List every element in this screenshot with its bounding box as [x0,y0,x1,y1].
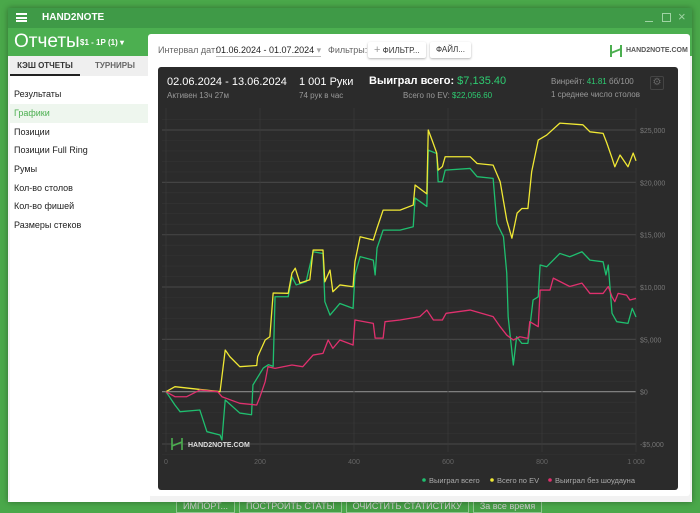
sidebar-item-results[interactable]: Результаты [14,89,62,99]
caret-down-icon: ▾ [316,45,322,55]
caret-down-icon: ▾ [120,38,125,47]
graph-card: 02.06.2024 - 13.06.2024 Активен 13ч 27м … [158,67,678,490]
x-tick-label: 600 [442,459,454,466]
date-interval-select[interactable]: 01.06.2024 - 01.07.2024 ▾ [216,45,322,57]
sidebar-item-chips[interactable]: Кол-во фишей [14,201,75,211]
winrate: Винрейт: 41.81 бб/100 [551,77,634,86]
y-tick-label: $10,000 [640,285,665,292]
sidebar-item-positions-full-ring[interactable]: Позиции Full Ring [14,145,88,155]
winrate-label: Винрейт: [551,77,585,86]
y-tick-label: $20,000 [640,180,665,187]
date-interval-value: 01.06.2024 - 01.07.2024 [216,45,315,55]
won-total-value: $7,135.40 [457,75,507,87]
series-line-3 [165,277,637,406]
y-tick-label: $25,000 [640,128,665,135]
sidebar: КЭШ ОТЧЕТЫ ТУРНИРЫ Результаты Графики По… [10,56,150,502]
y-tick-label: -$5,000 [640,442,664,449]
brand-link[interactable]: HAND2NOTE.COM [626,47,688,54]
x-tick-label: 0 [164,459,168,466]
file-button[interactable]: ФАЙЛ... [430,42,471,58]
sidebar-item-positions[interactable]: Позиции [14,127,50,137]
y-tick-label: $15,000 [640,233,665,240]
minimize-icon[interactable] [645,21,653,22]
series-line-2 [165,122,637,393]
maximize-icon[interactable] [662,13,671,22]
legend-marker [490,478,494,482]
add-filter-label: ФИЛЬТР... [382,46,420,55]
hands-count: 1 001 Руки [299,76,354,88]
watermark-logo-icon [171,438,183,450]
y-tick-label: $5,000 [640,337,662,344]
title-bar: HAND2NOTE × [8,8,692,28]
sidebar-item-graphs[interactable]: Графики [10,104,150,123]
won-total-label: Выиграл всего: [369,75,455,87]
tab-tournaments[interactable]: ТУРНИРЫ [95,61,135,70]
ev-total-label: Всего по EV: [403,91,450,100]
plus-icon: + [374,44,381,56]
x-tick-label: 800 [536,459,548,466]
x-tick-label: 400 [348,459,360,466]
watermark-text: HAND2NOTE.COM [188,442,250,449]
legend-marker [548,478,552,482]
legend-label: Выиграл всего [429,476,480,485]
settings-gear-icon[interactable]: ⚙ [650,76,664,90]
series-line-1 [165,149,637,441]
limit-selector-value: $1 - 1Р (1) [80,38,118,47]
date-range: 02.06.2024 - 13.06.2024 [167,76,287,88]
winrate-unit: бб/100 [608,77,634,86]
menu-icon[interactable] [16,13,27,22]
y-tick-label: $0 [640,390,648,397]
tab-cash-reports[interactable]: КЭШ ОТЧЕТЫ [10,56,80,76]
won-total: Выиграл всего: $7,135.40 [369,75,506,87]
ev-total: Всего по EV: $22,056.60 [403,91,492,100]
interval-label: Интервал дат: [158,45,218,55]
ev-total-value: $22,056.60 [452,91,493,100]
legend-label: Выиграл без шоудауна [555,476,636,485]
limit-selector[interactable]: $1 - 1Р (1) ▾ [80,38,124,47]
legend-label: Всего по EV [497,476,539,485]
app-title: HAND2NOTE [42,12,105,23]
close-icon[interactable]: × [678,9,686,24]
page-title: Отчеты [14,31,80,52]
add-filter-button[interactable]: + ФИЛЬТР... [368,42,426,58]
avg-tables: 1 среднее число столов [551,90,640,99]
sidebar-item-tables[interactable]: Кол-во столов [14,183,73,193]
active-time: Активен 13ч 27м [167,91,229,100]
legend-marker [422,478,426,482]
winrate-value: 41.81 [586,77,607,86]
x-tick-label: 1 000 [627,459,645,466]
hand2note-logo-icon [610,44,622,57]
filters-label: Фильтры: [328,45,368,55]
sidebar-item-rooms[interactable]: Румы [14,164,38,174]
sidebar-item-stack-sizes[interactable]: Размеры стеков [14,220,82,230]
x-tick-label: 200 [254,459,266,466]
hands-per-hour: 74 рук в час [299,91,344,100]
